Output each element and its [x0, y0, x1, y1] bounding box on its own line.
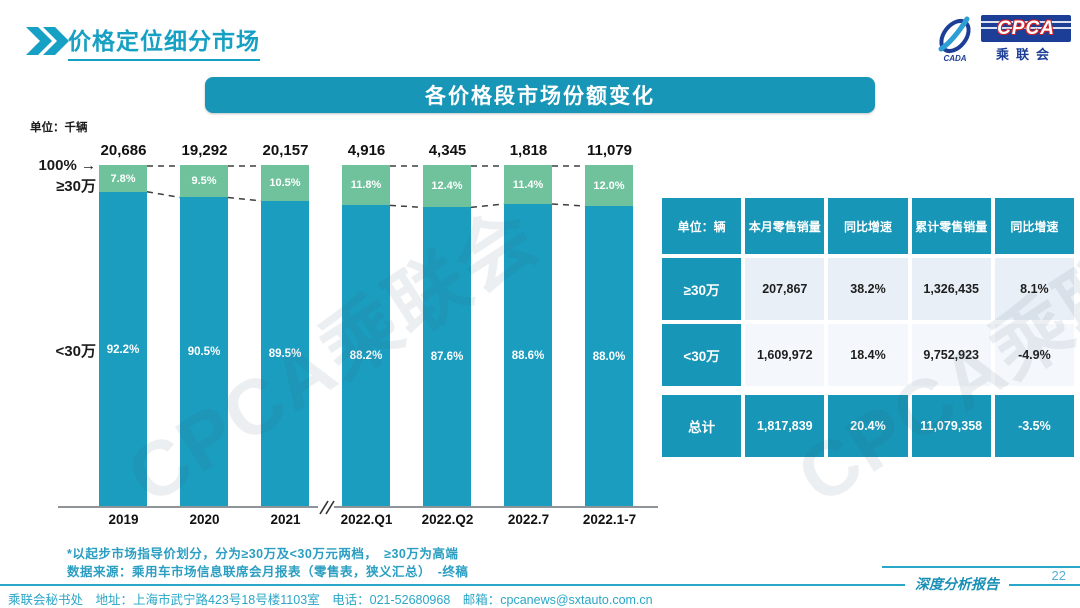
report-type-label: 深度分析报告 — [905, 577, 1009, 595]
table-cell: 9,752,923 — [911, 324, 991, 386]
chart-unit-label: 单位：千辆 — [30, 122, 88, 134]
bar-segment-lt30: 88.0% — [585, 206, 633, 507]
table-spacer — [662, 390, 1074, 391]
page-title: 价格定位细分市场 — [68, 22, 260, 61]
logo-box: CPCA — [981, 15, 1071, 42]
x-axis-label: 2019 — [108, 512, 139, 527]
bar-segment-ge30: 10.5% — [261, 165, 309, 201]
bar-value-label: 11,079 — [586, 142, 633, 159]
cpca-logo: CADA CPCA 乘联会 — [931, 15, 1077, 67]
stacked-bar: 11.8% 88.2% — [342, 165, 390, 507]
footnote-data-source: 数据来源：乘用车市场信息联席会月报表（零售表，狭义汇总） -终稿 — [67, 565, 469, 579]
bar-segment-lt30: 90.5% — [180, 197, 228, 507]
axis-100-percent-label: 100% → — [38, 157, 96, 174]
double-chevron-icon — [26, 27, 69, 55]
x-axis-label: 2022.Q1 — [340, 512, 393, 527]
series-label-lt30: <30万 — [55, 343, 96, 360]
table-header-cell: 单位：辆 — [662, 198, 742, 254]
table-cell: -3.5% — [994, 395, 1074, 457]
bar-segment-ge30: 11.8% — [342, 165, 390, 205]
bar-segment-lt30: 92.2% — [99, 192, 147, 507]
table-cell: 207,867 — [745, 258, 825, 320]
table-header-cell: 本月零售销量 — [745, 198, 825, 254]
bar-value-label: 19,292 — [181, 142, 228, 159]
bar-value-label: 20,157 — [262, 142, 309, 159]
stacked-bar: 10.5% 89.5% — [261, 165, 309, 507]
table-cell: 1,609,972 — [745, 324, 825, 386]
table-row-label: <30万 — [662, 324, 742, 386]
bar-value-label: 1,818 — [509, 142, 548, 159]
table-row-label: 总计 — [662, 395, 742, 457]
footnote-definition: *以起步市场指导价划分，分为≥30万及<30万元两档， ≥30万为高端 — [67, 547, 459, 561]
x-axis-label: 2021 — [270, 512, 301, 527]
logo-cpca-text: CPCA — [997, 17, 1055, 39]
bar-value-label: 4,345 — [428, 142, 467, 159]
bar-segment-ge30: 11.4% — [504, 165, 552, 204]
stacked-bar: 7.8% 92.2% — [99, 165, 147, 507]
svg-text:CADA: CADA — [943, 54, 966, 63]
logo-text-block: CPCA 乘联会 — [981, 15, 1071, 63]
series-label-ge30: ≥30万 — [56, 178, 96, 195]
table-cell: 1,326,435 — [911, 258, 991, 320]
bar-segment-ge30: 9.5% — [180, 165, 228, 197]
x-axis-label: 2022.Q2 — [421, 512, 474, 527]
stacked-bar: 9.5% 90.5% — [180, 165, 228, 507]
bar-segment-lt30: 88.2% — [342, 205, 390, 507]
bar-segment-lt30: 87.6% — [423, 207, 471, 507]
x-axis-label: 2020 — [189, 512, 220, 527]
table-cell: 8.1% — [994, 258, 1074, 320]
bar-segment-ge30: 12.4% — [423, 165, 471, 207]
table-header-cell: 同比增速 — [994, 198, 1074, 254]
table-row-label: ≥30万 — [662, 258, 742, 320]
table-header-cell: 同比增速 — [828, 198, 908, 254]
table-cell: 1,817,839 — [745, 395, 825, 457]
x-axis-label: 2022.1-7 — [582, 512, 637, 527]
chart-title-banner: 各价格段市场份额变化 — [205, 77, 875, 113]
table-cell: 20.4% — [828, 395, 908, 457]
price-segment-table: 单位：辆 本月零售销量 同比增速 累计零售销量 同比增速 ≥30万 207,867 38.2%… — [662, 198, 1074, 457]
table-cell: 18.4% — [828, 324, 908, 386]
bar-segment-ge30: 12.0% — [585, 165, 633, 206]
page-number: 22 — [1051, 568, 1066, 583]
bar-segment-ge30: 7.8% — [99, 165, 147, 192]
stacked-bar: 12.0% 88.0% — [585, 165, 633, 507]
table-cell: 38.2% — [828, 258, 908, 320]
bar-segment-lt30: 89.5% — [261, 201, 309, 507]
bar-value-label: 4,916 — [347, 142, 386, 159]
footer-contact-info: 乘联会秘书处 地址：上海市武宁路423号18号楼1103室 电话：021-526… — [8, 593, 653, 607]
footer-divider-right — [882, 566, 1080, 568]
stacked-bar: 11.4% 88.6% — [504, 165, 552, 507]
cpca-swirl-icon: CADA — [938, 16, 971, 63]
footer-divider — [0, 584, 1080, 586]
stacked-bar: 12.4% 87.6% — [423, 165, 471, 507]
x-axis-label: 2022.7 — [507, 512, 550, 527]
table-cell: -4.9% — [994, 324, 1074, 386]
table-header-cell: 累计零售销量 — [911, 198, 991, 254]
bar-segment-lt30: 88.6% — [504, 204, 552, 507]
table-cell: 11,079,358 — [911, 395, 991, 457]
bar-value-label: 20,686 — [100, 142, 147, 159]
logo-chinese-text: 乘联会 — [995, 47, 1056, 62]
